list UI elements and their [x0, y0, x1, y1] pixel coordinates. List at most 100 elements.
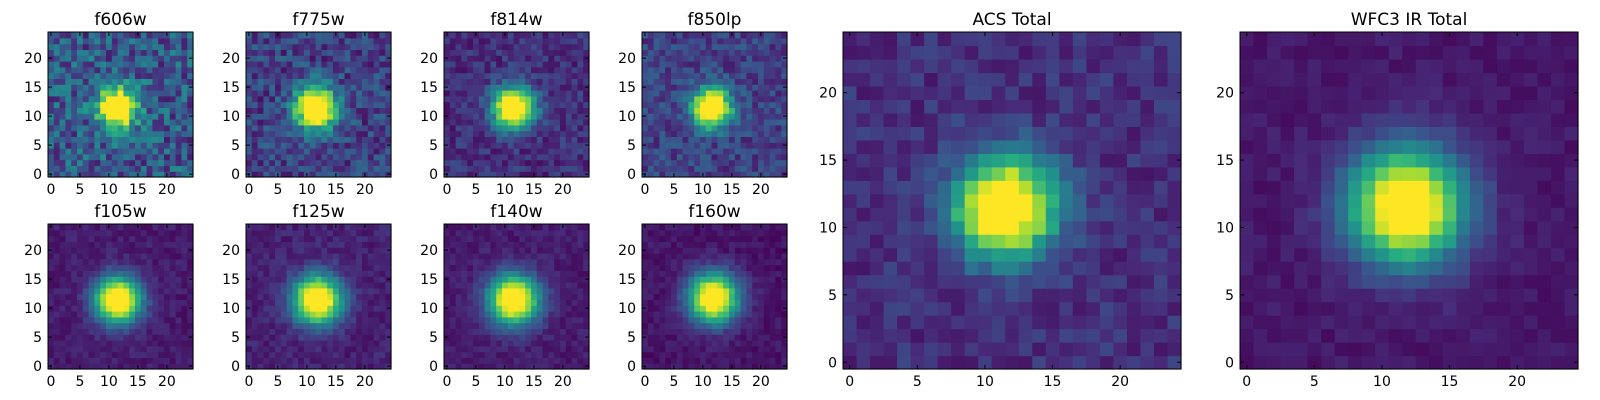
- heatmap-cell: [356, 264, 363, 271]
- heatmap-cell: [700, 113, 707, 120]
- heatmap-cell: [181, 43, 188, 50]
- heatmap-cell: [659, 322, 666, 329]
- heatmap-cell: [175, 43, 182, 50]
- heatmap-cell: [146, 328, 153, 335]
- heatmap-cell: [694, 287, 701, 295]
- heatmap-cell: [647, 107, 655, 114]
- heatmap-cell: [519, 253, 526, 260]
- heatmap-cell: [444, 119, 451, 126]
- heatmap-cell: [740, 78, 747, 85]
- heatmap-cell: [455, 235, 462, 242]
- heatmap-cell: [496, 287, 503, 295]
- heatmap-cell: [554, 119, 561, 126]
- heatmap-cell: [344, 101, 351, 108]
- heatmap-cell: [769, 282, 776, 289]
- heatmap-cell: [571, 130, 578, 137]
- x-tick-label: 15: [525, 374, 543, 390]
- heatmap-cell: [292, 37, 299, 45]
- heatmap-cell: [298, 270, 305, 277]
- heatmap-cell: [525, 72, 532, 79]
- heatmap-cell: [257, 264, 264, 271]
- heatmap-cell: [700, 282, 707, 289]
- heatmap-cell: [53, 287, 61, 295]
- heatmap-cell: [82, 61, 90, 68]
- heatmap-cell: [478, 311, 486, 318]
- heatmap-cell: [158, 299, 165, 306]
- heatmap-cell: [251, 258, 259, 266]
- heatmap-cell: [53, 136, 61, 143]
- heatmap-cell: [531, 90, 538, 97]
- heatmap-cell: [565, 55, 573, 62]
- heatmap-cell: [560, 287, 567, 295]
- heatmap-cell: [752, 113, 759, 120]
- heatmap-cell: [135, 235, 142, 242]
- heatmap-cell: [717, 113, 724, 120]
- heatmap-cell: [385, 241, 392, 248]
- heatmap-cell: [665, 276, 672, 283]
- heatmap-cell: [682, 113, 689, 120]
- heatmap-cell: [263, 136, 270, 143]
- heatmap-cell: [577, 224, 584, 231]
- heatmap-cell: [473, 270, 480, 277]
- heatmap-cell: [362, 247, 369, 254]
- heatmap-cell: [507, 316, 515, 324]
- heatmap-cell: [740, 95, 747, 103]
- heatmap-cell: [642, 165, 649, 172]
- heatmap-cell: [246, 299, 253, 306]
- heatmap-cell: [653, 37, 660, 45]
- heatmap-cell: [251, 130, 259, 137]
- heatmap-cell: [740, 66, 747, 74]
- heatmap-cell: [373, 305, 380, 312]
- heatmap-cell: [536, 311, 544, 318]
- heatmap-cell: [763, 136, 771, 143]
- heatmap-cell: [59, 276, 66, 283]
- heatmap-cell: [309, 363, 317, 370]
- heatmap-cell: [77, 305, 84, 312]
- heatmap-cell: [665, 130, 672, 137]
- heatmap-cell: [140, 328, 148, 335]
- heatmap-cell: [304, 124, 311, 132]
- heatmap-cell: [152, 258, 159, 266]
- heatmap-cell: [246, 293, 253, 300]
- heatmap-cell: [158, 340, 165, 347]
- heatmap-cell: [682, 345, 689, 353]
- heatmap-cell: [263, 107, 270, 114]
- heatmap-cell: [781, 299, 788, 306]
- heatmap-cell: [251, 253, 259, 260]
- heatmap-cell: [577, 334, 584, 341]
- heatmap-cell: [478, 124, 486, 132]
- heatmap-cell: [461, 136, 468, 143]
- heatmap-cell: [298, 363, 305, 370]
- heatmap-cell: [665, 119, 672, 126]
- heatmap-cell: [775, 142, 782, 149]
- heatmap-cell: [758, 322, 765, 329]
- heatmap-cell: [513, 72, 520, 79]
- heatmap-cell: [140, 253, 148, 260]
- heatmap-cell: [344, 328, 351, 335]
- heatmap-cell: [181, 235, 188, 242]
- heatmap-cell: [88, 84, 95, 91]
- heatmap-cell: [490, 32, 497, 39]
- heatmap-cell: [257, 282, 264, 289]
- heatmap-cell: [135, 90, 142, 97]
- x-tick-label: 20: [554, 182, 572, 198]
- heatmap-cell: [275, 66, 282, 74]
- heatmap-cell: [484, 124, 491, 132]
- heatmap-cell: [315, 340, 322, 347]
- x-tick-label: 20: [356, 182, 374, 198]
- heatmap-cell: [583, 78, 590, 85]
- heatmap-cell: [444, 229, 451, 237]
- heatmap-cell: [350, 32, 357, 39]
- heatmap-cell: [269, 49, 276, 56]
- heatmap-cell: [286, 258, 293, 266]
- heatmap-cell: [164, 136, 171, 143]
- heatmap-cell: [152, 43, 159, 50]
- heatmap-cell: [723, 340, 730, 347]
- heatmap-cell: [385, 124, 392, 132]
- heatmap-cell: [333, 311, 340, 318]
- heatmap-cell: [525, 340, 532, 347]
- heatmap-cell: [758, 136, 765, 143]
- heatmap-cell: [688, 305, 695, 312]
- heatmap-cell: [164, 311, 171, 318]
- heatmap-cell: [321, 107, 328, 114]
